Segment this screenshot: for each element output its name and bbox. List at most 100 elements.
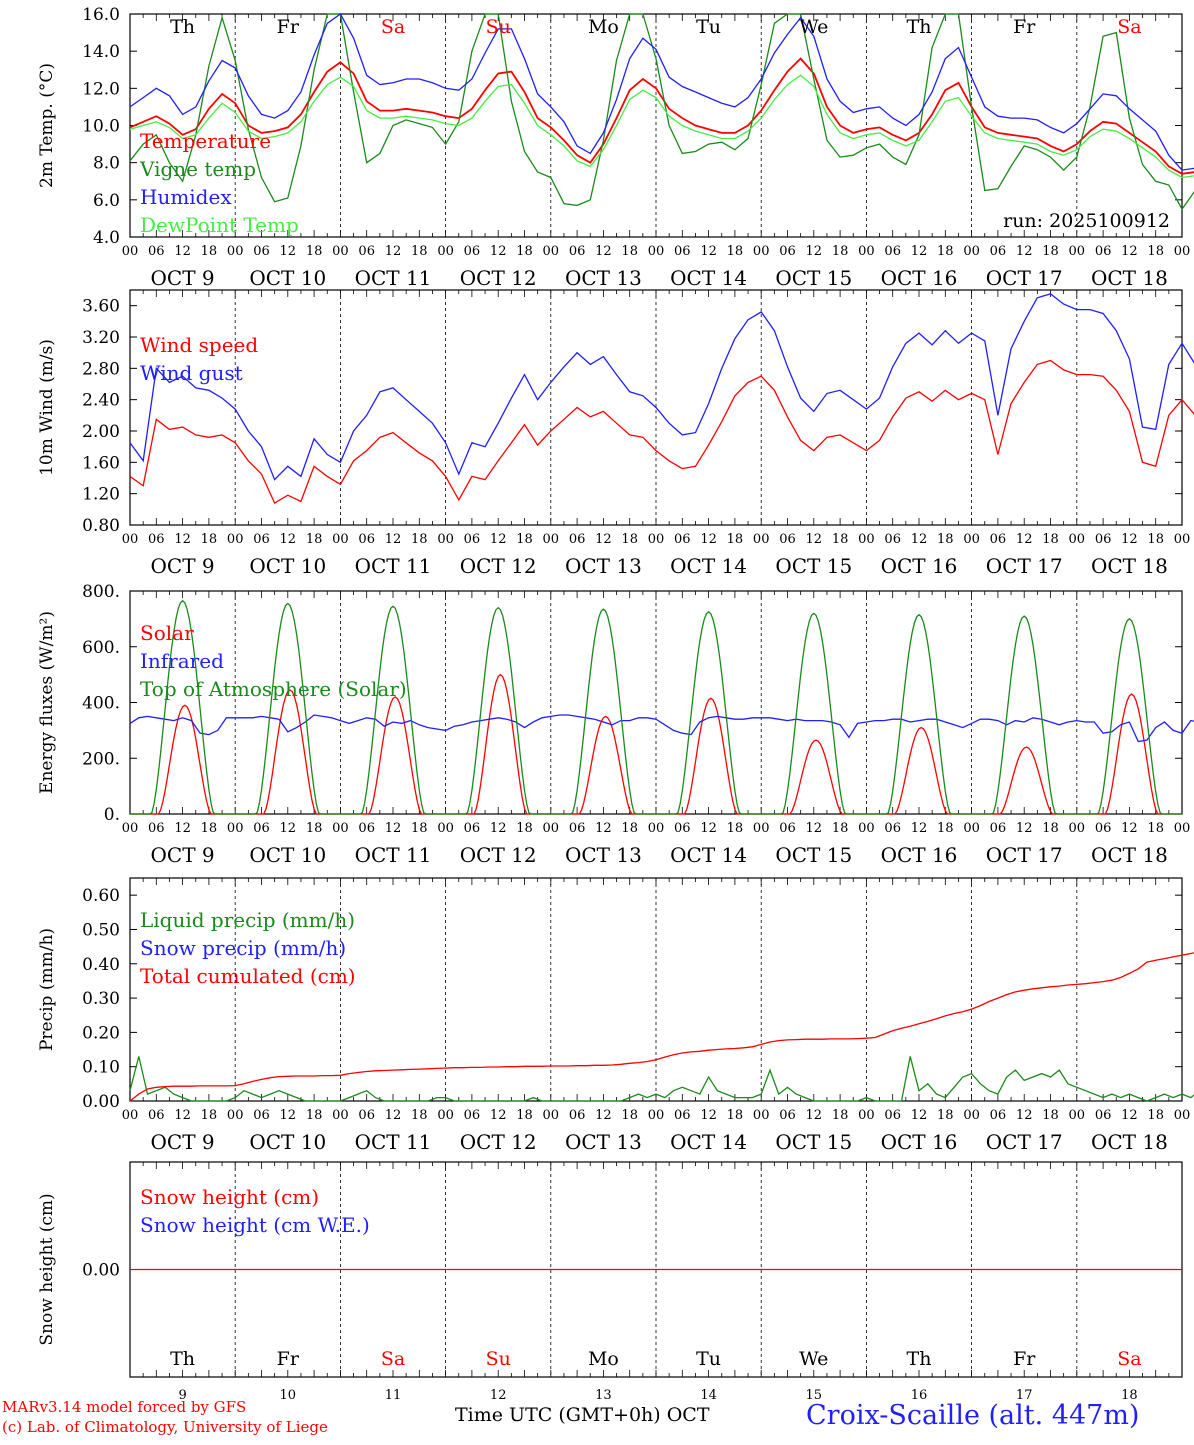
x-hour-label: 18 [1042,821,1059,836]
x-hour-label: 06 [674,244,691,259]
y-tick-label: 1.60 [82,453,120,473]
x-hour-label: 00 [753,244,770,259]
day-number-label: 11 [385,1388,402,1403]
x-hour-label: 06 [990,244,1007,259]
x-date-label: OCT 16 [881,554,958,578]
x-hour-label: 00 [227,244,244,259]
x-hour-label: 18 [1042,1108,1059,1123]
day-of-week-label: Fr [277,16,300,38]
x-date-label: OCT 14 [670,554,747,578]
x-hour-label: 12 [806,1108,823,1123]
series-line-humidex [129,13,1194,171]
x-hour-label: 12 [806,532,823,547]
x-hour-label: 12 [174,821,191,836]
x-hour-label: 12 [911,532,928,547]
x-hour-label: 12 [280,821,297,836]
y-axis-label: Snow height (cm) [37,1193,57,1345]
x-hour-label: 06 [569,244,586,259]
model-line-1: MARv3.14 model forced by GFS [2,1398,247,1416]
x-date-label: OCT 15 [775,1130,852,1154]
x-hour-label: 06 [464,821,481,836]
x-hour-label: 06 [1095,532,1112,547]
x-hour-label: 18 [516,244,533,259]
day-number-label: 12 [490,1388,507,1403]
y-tick-label: 2.40 [82,391,120,411]
x-hour-label: 18 [937,244,954,259]
x-date-label: OCT 12 [460,266,537,290]
x-hour-label: 00 [963,1108,980,1123]
y-tick-label: 6.0 [93,191,120,211]
x-date-label: OCT 16 [881,266,958,290]
day-number-label: 13 [595,1388,612,1403]
x-date-label: OCT 13 [565,554,642,578]
x-hour-label: 18 [1147,532,1164,547]
x-date-label: OCT 18 [1091,554,1168,578]
x-hour-label: 06 [464,244,481,259]
x-hour-label: 00 [963,821,980,836]
y-tick-label: 800. [82,582,120,602]
x-hour-label: 12 [385,821,402,836]
x-date-label: OCT 15 [775,554,852,578]
x-hour-label: 12 [385,532,402,547]
x-hour-label: 06 [148,1108,165,1123]
x-date-label: OCT 16 [881,1130,958,1154]
x-hour-label: 12 [911,244,928,259]
panel-precip: 0.00 0.10 0.20 0.30 0.40 0.50 0.60 Precip (mm/h… [37,877,1194,1154]
x-hour-label: 18 [411,1108,428,1123]
x-hour-label: 12 [700,1108,717,1123]
x-hour-label: 18 [832,821,849,836]
x-hour-label: 12 [174,1108,191,1123]
x-hour-label: 00 [1174,532,1191,547]
x-hour-label: 06 [674,532,691,547]
x-hour-label: 18 [727,821,744,836]
day-of-week-label: Fr [1013,1348,1036,1370]
x-hour-label: 06 [674,821,691,836]
x-hour-label: 06 [253,244,270,259]
x-hour-label: 12 [700,244,717,259]
x-date-label: OCT 9 [151,266,215,290]
x-hour-label: 00 [753,821,770,836]
x-hour-label: 12 [490,532,507,547]
x-date-label: OCT 14 [670,1130,747,1154]
x-hour-label: 18 [411,532,428,547]
x-hour-label: 12 [1016,532,1033,547]
x-date-label: OCT 15 [775,843,852,867]
day-number-label: 16 [911,1388,928,1403]
x-hour-label: 18 [201,244,218,259]
y-tick-label: 14.0 [82,42,120,62]
x-hour-label: 00 [332,1108,349,1123]
legend-entry: Wind speed [140,333,258,357]
x-date-label: OCT 12 [460,554,537,578]
series-line-liquid-precip-mm-h- [129,1056,1194,1102]
y-tick-label: 0.10 [82,1058,120,1078]
x-hour-label: 06 [569,821,586,836]
x-hour-label: 12 [1016,821,1033,836]
x-hour-label: 00 [648,1108,665,1123]
y-tick-label: 600. [82,638,120,658]
legend-entry: Total cumulated (cm) [140,964,356,988]
x-date-label: OCT 11 [355,554,432,578]
x-date-label: OCT 11 [355,266,432,290]
day-of-week-label: Mo [588,16,619,38]
x-hour-label: 18 [621,1108,638,1123]
x-hour-label: 00 [437,244,454,259]
x-hour-label: 06 [1095,821,1112,836]
day-number-label: 14 [700,1388,717,1403]
x-hour-label: 12 [280,1108,297,1123]
day-number-label: 10 [280,1388,297,1403]
x-hour-label: 06 [569,532,586,547]
y-tick-label: 1.20 [82,485,120,505]
y-tick-label: 0.00 [82,1261,120,1281]
model-line-2: (c) Lab. of Climatology, University of L… [2,1418,328,1436]
x-hour-label: 18 [1147,821,1164,836]
y-axis-label: 10m Wind (m/s) [37,339,57,476]
x-hour-label: 00 [753,1108,770,1123]
x-date-label: OCT 13 [565,266,642,290]
x-hour-label: 00 [437,821,454,836]
x-hour-label: 00 [543,532,560,547]
x-hour-label: 12 [1121,1108,1138,1123]
legend-entry: Top of Atmosphere (Solar) [140,677,407,701]
x-hour-label: 18 [411,244,428,259]
day-of-week-label: Th [907,16,932,38]
